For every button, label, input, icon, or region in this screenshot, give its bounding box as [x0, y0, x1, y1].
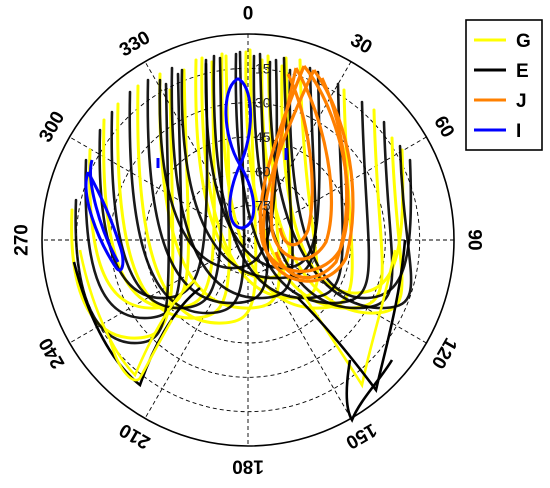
series-J-curve: [274, 77, 349, 280]
radial-tick-labels: 15 30 45 60 75: [255, 60, 271, 213]
series-I-curve: [224, 77, 256, 230]
angle-tick-label: 150: [342, 419, 380, 453]
series-J-curve: [261, 69, 355, 283]
series-G-curve: [108, 319, 174, 382]
angle-tick-label: 0: [243, 4, 254, 25]
radial-tick-label: 15: [255, 60, 271, 76]
series-I-curve: [84, 171, 125, 272]
series-E-curve: [98, 62, 209, 300]
trajectory-curves: [70, 48, 413, 423]
radial-tick-label: 45: [255, 129, 271, 145]
series-E-curve: [180, 66, 317, 280]
angle-tick-label: 270: [12, 224, 33, 256]
radial-tick-label: 60: [255, 163, 271, 179]
series-J-curve: [278, 73, 314, 247]
legend-entry-label: I: [516, 121, 521, 142]
series-J-curve: [269, 67, 334, 261]
legend-box: [465, 19, 543, 151]
angle-tick-label: 60: [429, 113, 458, 142]
legend-entry-label: E: [516, 61, 529, 82]
series-I-curve: [89, 159, 120, 263]
series-J-curve: [258, 64, 350, 273]
angle-tick-label: 210: [116, 419, 154, 453]
series-E-curve: [72, 261, 201, 388]
series-G-curve: [70, 88, 175, 340]
angle-tick-label: 90: [464, 229, 485, 250]
radial-tick-label: 30: [255, 95, 271, 111]
angle-tick-label: 330: [116, 27, 154, 61]
series-G-curve: [136, 48, 258, 325]
series-E-curve: [128, 50, 246, 315]
angle-tick-label: 240: [35, 334, 69, 372]
series-G-curve: [88, 68, 190, 310]
series-E-curve: [288, 68, 413, 300]
angle-tick-label: 30: [347, 30, 376, 59]
series-E-curve: [297, 239, 407, 394]
series-E-curve: [84, 72, 183, 320]
radial-tick-label: 75: [255, 198, 271, 214]
series-G-curve: [78, 249, 196, 378]
angle-tick-label: 120: [427, 334, 461, 372]
series-E-curve: [158, 58, 279, 270]
grid-circle-60: [110, 102, 386, 378]
legend-entry-label: J: [516, 91, 527, 112]
angle-tick-label: 180: [232, 456, 264, 477]
angle-tick-label: 300: [35, 108, 69, 146]
legend-entry-label: G: [516, 31, 531, 52]
series-E-curve: [345, 359, 394, 423]
